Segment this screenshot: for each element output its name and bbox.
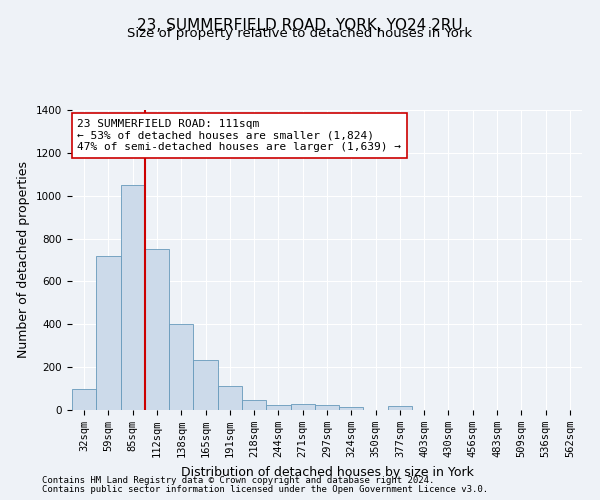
Bar [242,400,266,410]
Text: Size of property relative to detached houses in York: Size of property relative to detached ho… [127,28,473,40]
Bar [72,388,96,410]
Bar [218,386,242,410]
Bar [169,324,193,410]
Bar [193,360,218,410]
Bar [315,404,339,410]
Text: Contains public sector information licensed under the Open Government Licence v3: Contains public sector information licen… [42,485,488,494]
Bar [121,185,145,410]
Bar [145,250,169,410]
Text: Contains HM Land Registry data © Crown copyright and database right 2024.: Contains HM Land Registry data © Crown c… [42,476,434,485]
Bar [266,404,290,410]
Text: 23, SUMMERFIELD ROAD, YORK, YO24 2RU: 23, SUMMERFIELD ROAD, YORK, YO24 2RU [137,18,463,32]
Bar [290,404,315,410]
Y-axis label: Number of detached properties: Number of detached properties [17,162,31,358]
Text: 23 SUMMERFIELD ROAD: 111sqm
← 53% of detached houses are smaller (1,824)
47% of : 23 SUMMERFIELD ROAD: 111sqm ← 53% of det… [77,119,401,152]
Bar [339,407,364,410]
Bar [388,406,412,410]
Bar [96,256,121,410]
X-axis label: Distribution of detached houses by size in York: Distribution of detached houses by size … [181,466,473,478]
